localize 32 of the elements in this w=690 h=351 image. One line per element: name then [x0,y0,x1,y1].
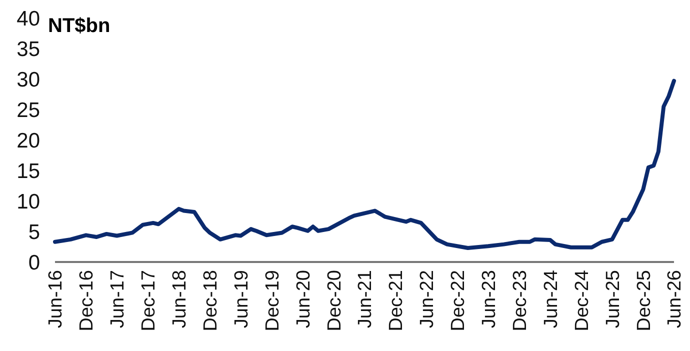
x-tick-label: Dec-20 [324,270,346,332]
x-tick-label: Dec-21 [386,270,408,332]
x-tick-label: Jun-25 [602,270,624,328]
x-tick-label: Jun-23 [478,270,500,328]
x-tick-label: Dec-17 [138,270,160,332]
x-tick-label: Dec-24 [572,270,593,332]
y-tick-label: 25 [16,98,40,122]
y-tick-label: 10 [16,190,40,214]
line-series [53,78,676,250]
y-axis-title: NT$bn [48,15,110,37]
x-tick-label: Dec-16 [76,270,98,332]
x-tick-label: Dec-18 [200,270,222,332]
y-tick-label: 0 [28,251,40,274]
y-tick-label: 30 [16,68,40,92]
x-tick-label: Dec-25 [634,270,655,332]
y-tick-label: 5 [28,220,40,244]
x-tick-label: Dec-23 [510,270,531,332]
y-tick-label: 40 [16,7,40,30]
x-tick-label: Jun-20 [293,270,314,328]
x-tick-label: Jun-22 [417,270,438,328]
x-tick-label: Jun-21 [355,270,376,328]
x-tick-label: Jun-24 [540,270,562,328]
x-tick-label: Jun-19 [231,270,252,328]
x-tick-label: Jun-16 [46,270,67,328]
x-tick-label: Dec-19 [262,270,284,332]
x-tick-label: Jun-17 [108,270,129,328]
x-tick-label: Jun-18 [169,270,190,328]
y-tick-label: 20 [16,129,40,152]
x-tick-label: Dec-22 [448,270,470,332]
x-tick-label: Jun-26 [664,270,686,328]
y-tick-label: 35 [16,38,40,61]
y-tick-label: 15 [16,160,40,183]
